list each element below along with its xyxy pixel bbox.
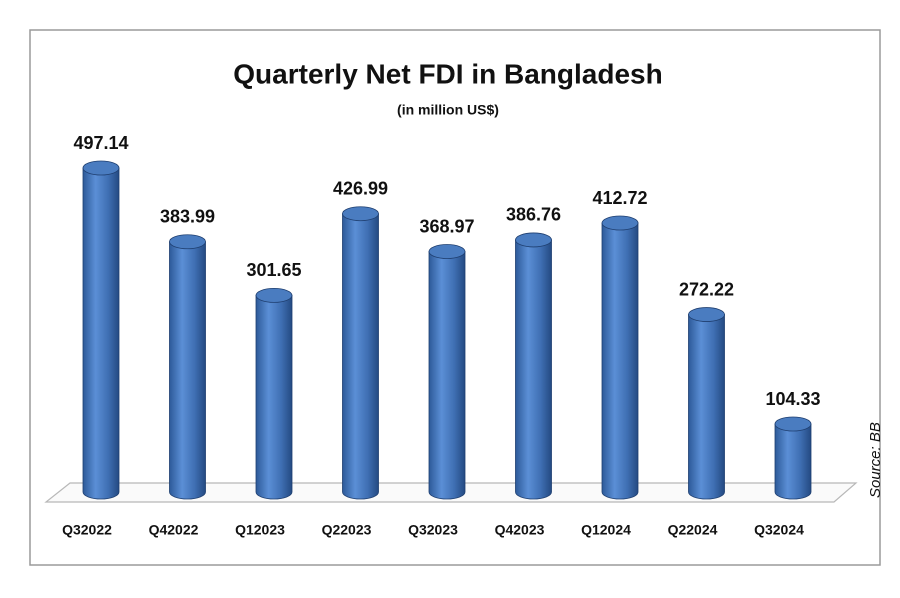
- x-tick-label: Q12023: [235, 522, 285, 538]
- x-tick-label: Q22024: [668, 522, 718, 538]
- bar: [82, 167, 120, 500]
- bar: [515, 239, 552, 500]
- x-tick-label: Q42023: [495, 522, 545, 538]
- bar: [342, 213, 379, 500]
- data-label: 272.22: [679, 279, 734, 299]
- bar-cap: [342, 206, 379, 222]
- bar-cap: [601, 215, 639, 231]
- bar-cap: [688, 307, 725, 322]
- chart-title: Quarterly Net FDI in Bangladesh: [233, 58, 662, 89]
- data-label: 412.72: [592, 188, 647, 208]
- bar-cap: [255, 288, 293, 303]
- data-label: 104.33: [765, 389, 820, 409]
- bar: [688, 314, 725, 500]
- x-tick-label: Q32024: [754, 522, 804, 538]
- bar: [255, 295, 293, 500]
- bar-cap: [428, 244, 466, 259]
- x-tick-label: Q12024: [581, 522, 631, 538]
- source-note: Source: BB: [867, 422, 884, 498]
- x-tick-label: Q32023: [408, 522, 458, 538]
- data-label: 386.76: [506, 205, 561, 225]
- bar-cap: [774, 416, 812, 432]
- x-tick-label: Q42022: [149, 522, 199, 538]
- x-tick-label: Q32022: [62, 522, 112, 538]
- data-label: 301.65: [246, 260, 301, 280]
- data-label: 368.97: [419, 216, 474, 236]
- bar: [428, 251, 466, 500]
- bar-cap: [515, 232, 552, 248]
- data-label: 497.14: [73, 133, 128, 153]
- bar-cap: [82, 160, 120, 176]
- data-label: 383.99: [160, 206, 215, 226]
- x-tick-label: Q22023: [322, 522, 372, 538]
- bar: [774, 423, 812, 500]
- bar-cap: [169, 234, 206, 250]
- chart-subtitle: (in million US$): [397, 102, 499, 118]
- bar: [169, 241, 206, 500]
- data-label: 426.99: [333, 178, 388, 198]
- bar: [601, 222, 639, 500]
